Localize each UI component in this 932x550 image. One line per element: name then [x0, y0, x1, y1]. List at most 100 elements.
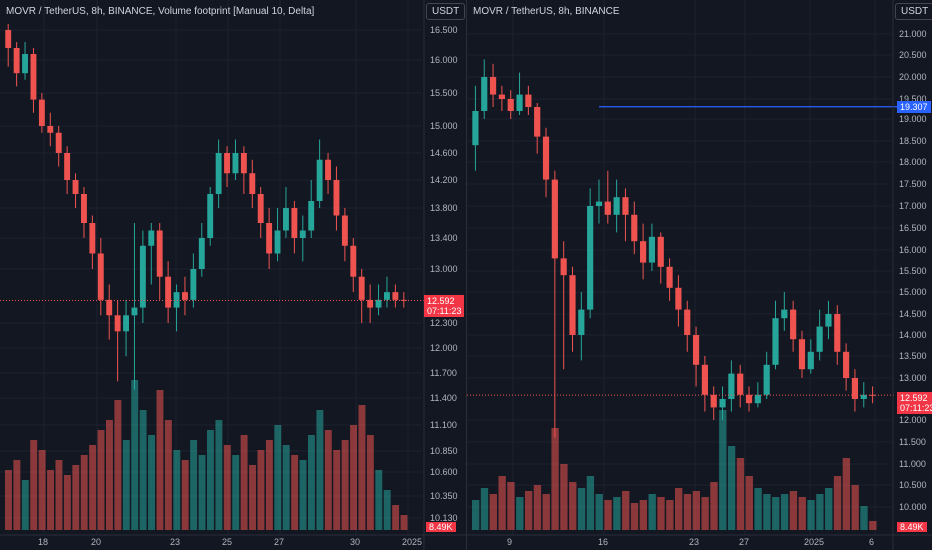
volume-bar: [13, 460, 21, 530]
candle-body: [249, 173, 256, 194]
time-tick-label: 27: [739, 537, 750, 547]
volume-bar: [754, 488, 762, 530]
volume-bar: [551, 428, 559, 530]
price-tick-label: 14.500: [899, 309, 927, 319]
right-chart-pane[interactable]: MOVR / TetherUS, 8h, BINANCE USDT 21.000…: [466, 0, 932, 550]
candle-body: [807, 351, 814, 370]
candle-body: [825, 314, 832, 327]
left-countdown: 07:11:23: [427, 306, 462, 316]
volume-bar: [807, 500, 815, 530]
volume-bar: [595, 494, 603, 530]
price-tick-label: 15.500: [430, 88, 458, 98]
left-chart-title: MOVR / TetherUS, 8h, BINANCE, Volume foo…: [6, 6, 315, 17]
price-tick-label: 21.000: [899, 29, 927, 39]
candle-body: [622, 197, 629, 215]
left-chart-pane[interactable]: MOVR / TetherUS, 8h, BINANCE, Volume foo…: [0, 0, 466, 550]
volume-bar: [316, 410, 324, 530]
volume-bar: [683, 494, 692, 530]
volume-bar: [622, 491, 630, 530]
price-tick-label: 10.850: [430, 446, 458, 456]
volume-bar: [257, 450, 265, 530]
volume-bar: [780, 494, 789, 530]
volume-bar: [657, 497, 665, 530]
price-tick-label: 17.500: [899, 179, 927, 189]
candle-body: [640, 241, 647, 263]
volume-bar: [358, 405, 366, 530]
volume-bar: [869, 521, 877, 530]
volume-bar: [30, 440, 38, 530]
volume-bar: [249, 465, 256, 530]
volume-bar: [38, 450, 46, 530]
volume-bar: [375, 470, 383, 530]
volume-bar: [860, 506, 868, 530]
volume-bar: [223, 445, 231, 530]
left-chart-canvas[interactable]: [0, 0, 466, 550]
candle-body: [274, 230, 281, 254]
volume-bar: [215, 420, 223, 530]
candle-body: [525, 94, 532, 107]
candle-body: [384, 292, 390, 300]
volume-bar: [507, 482, 515, 530]
volume-bar: [181, 460, 189, 530]
volume-bar: [472, 500, 480, 530]
candle-body: [299, 230, 306, 238]
candle-body: [106, 299, 113, 316]
candle-body: [498, 94, 505, 99]
candle-body: [64, 153, 71, 180]
candle-body: [472, 111, 479, 146]
volume-bar: [489, 494, 497, 530]
candle-body: [684, 309, 691, 335]
volume-bar: [745, 476, 753, 530]
candle-body: [392, 292, 399, 300]
price-tick-label: 11.000: [899, 459, 926, 469]
volume-bar: [47, 470, 54, 530]
volume-bar: [350, 425, 357, 530]
volume-bar: [763, 494, 771, 530]
volume-bar: [383, 490, 391, 530]
candle-body: [843, 351, 850, 378]
volume-bar: [198, 455, 206, 530]
volume-bar: [148, 435, 155, 530]
candle-body: [55, 132, 62, 153]
candle-body: [165, 276, 172, 308]
left-currency-button[interactable]: USDT: [426, 3, 466, 20]
price-tick-label: 11.500: [899, 437, 926, 447]
candle-body: [710, 394, 717, 408]
candle-body: [692, 335, 700, 365]
volume-bar: [648, 494, 656, 530]
volume-bar: [833, 476, 842, 530]
right-last-price-badge: 12.592 07:11:23: [897, 392, 932, 414]
candle-body: [781, 309, 788, 319]
candle-body: [350, 245, 357, 277]
price-tick-label: 11.700: [430, 368, 457, 378]
volume-bar: [727, 446, 736, 530]
volume-bar: [816, 494, 824, 530]
volume-bar: [274, 425, 282, 530]
price-tick-label: 15.000: [899, 287, 927, 297]
volume-bar: [498, 476, 506, 530]
candle-body: [308, 201, 315, 231]
volume-bar: [701, 497, 709, 530]
right-volume-badge: 8.49K: [897, 522, 927, 532]
volume-bar: [240, 435, 248, 530]
volume-bar: [232, 455, 240, 530]
volume-bar: [80, 455, 88, 530]
volume-bar: [516, 497, 524, 530]
volume-bar: [842, 458, 851, 530]
price-tick-label: 12.000: [899, 415, 927, 425]
time-tick-label: 30: [350, 537, 361, 547]
candle-body: [790, 309, 797, 340]
volume-bar: [265, 440, 273, 530]
candle-body: [123, 315, 129, 332]
volume-bar: [569, 482, 577, 530]
time-tick-label: 20: [91, 537, 102, 547]
volume-bar: [308, 435, 315, 530]
volume-bar: [164, 420, 172, 530]
volume-bar: [114, 400, 122, 530]
right-currency-button[interactable]: USDT: [895, 3, 932, 20]
price-tick-label: 20.500: [899, 50, 927, 60]
time-tick-label: 2025: [402, 537, 423, 547]
candle-body: [851, 378, 859, 399]
right-chart-canvas[interactable]: [467, 0, 932, 550]
candle-body: [631, 214, 638, 242]
